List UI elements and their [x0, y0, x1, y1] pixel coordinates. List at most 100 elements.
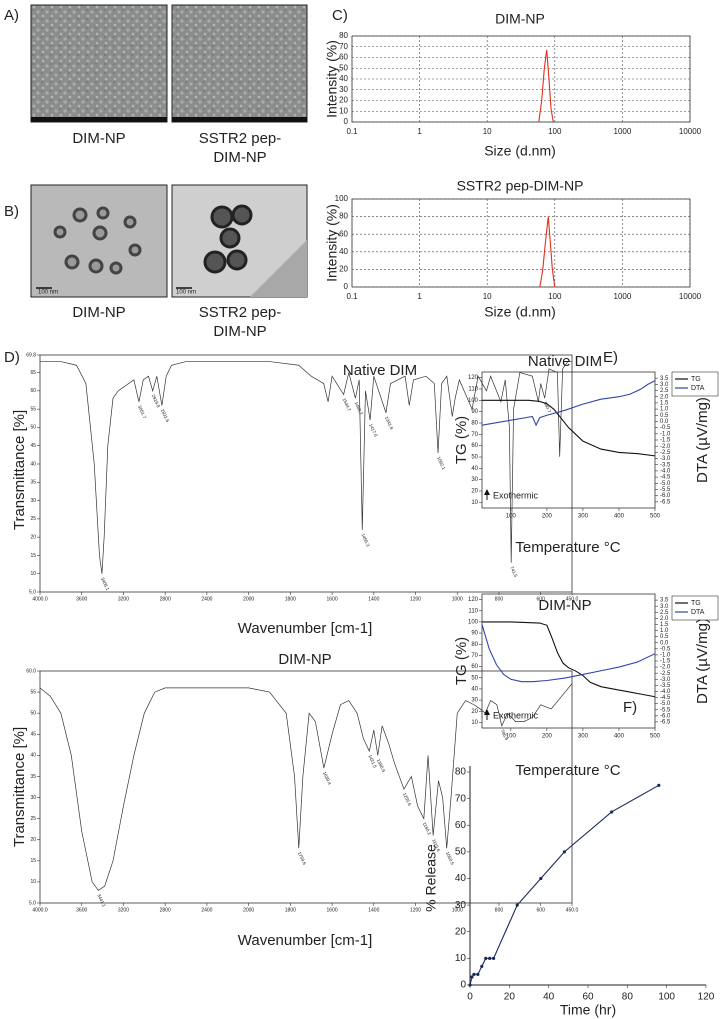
- panel-label: F): [623, 699, 637, 716]
- data-point: [610, 810, 614, 814]
- x-tick-label: 4000.0: [32, 596, 48, 602]
- y2-tick-label: 3.5: [660, 598, 669, 604]
- y-tick-label: 120: [468, 597, 479, 603]
- data-point: [657, 783, 661, 787]
- y2-tick-label: -5.0: [660, 481, 671, 487]
- y-tick-label: 60: [455, 820, 467, 831]
- x-tick-label: 4000.0: [32, 907, 48, 913]
- sem-info-bar: [172, 117, 307, 122]
- chart: 0.1 1 10 100 1000 1000001020304050607080DIM-N…: [324, 11, 702, 159]
- peak-label: 1488.2: [353, 401, 364, 416]
- data-line: [40, 361, 572, 574]
- peak-label: 1092.1: [436, 456, 447, 471]
- y2-tick-label: 2.0: [660, 616, 669, 622]
- peak-label: 1455.3: [360, 533, 371, 548]
- x-tick-label: 80: [622, 992, 634, 1003]
- x-tick-label: 450.0: [566, 907, 579, 913]
- x-axis-label: Wavenumber [cm-1]: [238, 620, 372, 637]
- y2-tick-label: -2.0: [660, 665, 671, 671]
- y-tick-label: 40: [339, 74, 348, 83]
- sem-image: [171, 4, 308, 123]
- y2-tick-label: 2.0: [660, 394, 669, 400]
- y2-axis-label: DTA (µV/mg): [694, 397, 711, 483]
- y2-tick-label: -3.0: [660, 677, 671, 683]
- panel-label: C): [332, 7, 348, 24]
- data-point: [492, 956, 496, 960]
- y-tick-label: 45: [30, 732, 36, 738]
- y-tick-label: 30: [30, 795, 36, 801]
- peak-label: 1050.5: [445, 851, 456, 866]
- peak-label: 1759.6: [297, 851, 308, 866]
- data-line: [482, 621, 656, 698]
- peak-label: 1417.6: [368, 423, 379, 438]
- legend-label: DTA: [691, 385, 705, 392]
- x-tick-label: 800: [495, 596, 504, 602]
- data-point: [562, 850, 567, 854]
- peak-label: 3406.1: [100, 577, 111, 592]
- chart: 4000.0 3600 3200 2800 2400 2000 1800 1600 1400 12…: [11, 651, 579, 949]
- panel-label: E): [603, 349, 618, 366]
- y-tick-label: 20: [471, 709, 478, 715]
- y-tick-label: 55: [30, 689, 36, 695]
- data-point: [476, 972, 480, 976]
- y2-tick-label: 0.5: [660, 634, 669, 640]
- chart: 100 200 300 400 500 10 20 30 40 50 60 70 80 90 100 110 1…: [453, 593, 719, 779]
- image-caption: DIM-NP: [72, 130, 125, 147]
- y-tick-label: 70: [339, 42, 348, 51]
- data-line: [469, 784, 660, 986]
- y-tick-label: 80: [455, 767, 467, 778]
- y2-tick-label: -1.0: [660, 652, 671, 658]
- chart-title: DIM-NP: [278, 651, 331, 668]
- x-tick-label: 1: [417, 292, 422, 301]
- x-tick-label: 200: [542, 734, 553, 740]
- data-point: [468, 983, 472, 987]
- annotation-arrow: [484, 709, 490, 715]
- y2-tick-label: -6.0: [660, 713, 671, 719]
- y-tick-label: 90: [471, 631, 478, 637]
- data-line: [481, 624, 656, 683]
- chart-title: Native DIM: [528, 353, 602, 370]
- y2-tick-label: -3.5: [660, 462, 671, 468]
- y-tick-label: 30: [30, 498, 36, 504]
- x-tick-label: 600: [537, 907, 546, 913]
- y-tick-label: 80: [471, 642, 478, 648]
- y-tick-label: 40: [471, 686, 478, 692]
- y-tick-label: 20: [30, 837, 36, 843]
- y-tick-label: 60.0: [26, 668, 36, 674]
- x-tick-label: 100: [548, 127, 562, 136]
- y2-tick-label: 3.5: [660, 376, 669, 382]
- x-tick-label: 800: [495, 907, 504, 913]
- image-caption: DIM-NP: [72, 304, 125, 321]
- y-tick-label: 50: [471, 675, 478, 681]
- chart-title: Native DIM: [343, 362, 417, 379]
- y2-tick-label: -1.0: [660, 431, 671, 437]
- y-axis-label: TG (%): [453, 416, 470, 464]
- plot-frame: [39, 670, 573, 904]
- y-tick-label: 60: [30, 388, 36, 394]
- y-tick-label: 40: [339, 247, 348, 256]
- x-tick-label: 1400: [368, 907, 379, 913]
- y-tick-label: 90: [471, 409, 478, 415]
- data-point: [488, 956, 492, 960]
- image-caption: DIM-NP: [213, 149, 266, 166]
- x-tick-label: 600: [537, 596, 546, 602]
- peak-label: 3441.1: [96, 893, 107, 908]
- y-tick-label: 110: [468, 387, 478, 393]
- y-tick-label: 30: [455, 900, 467, 911]
- y-tick-label: 50: [30, 711, 36, 717]
- y2-tick-label: 1.0: [660, 628, 669, 634]
- x-tick-label: 2400: [201, 907, 212, 913]
- y-axis-label: Transmittance [%]: [11, 410, 28, 530]
- data-point: [480, 964, 484, 968]
- scale-bar-label: 100 nm: [176, 290, 196, 296]
- x-tick-label: 10: [483, 127, 492, 136]
- y-tick-label: 65: [30, 370, 36, 376]
- y-tick-label: 60: [471, 664, 478, 670]
- y-axis-label: TG (%): [453, 637, 470, 685]
- y-tick-label: 10: [471, 720, 478, 726]
- x-tick-label: 1600: [327, 596, 338, 602]
- y-tick-label: 50: [30, 425, 36, 431]
- plot-frame: [351, 198, 691, 288]
- y-tick-label: 100: [335, 194, 349, 203]
- x-tick-label: 100: [506, 514, 517, 520]
